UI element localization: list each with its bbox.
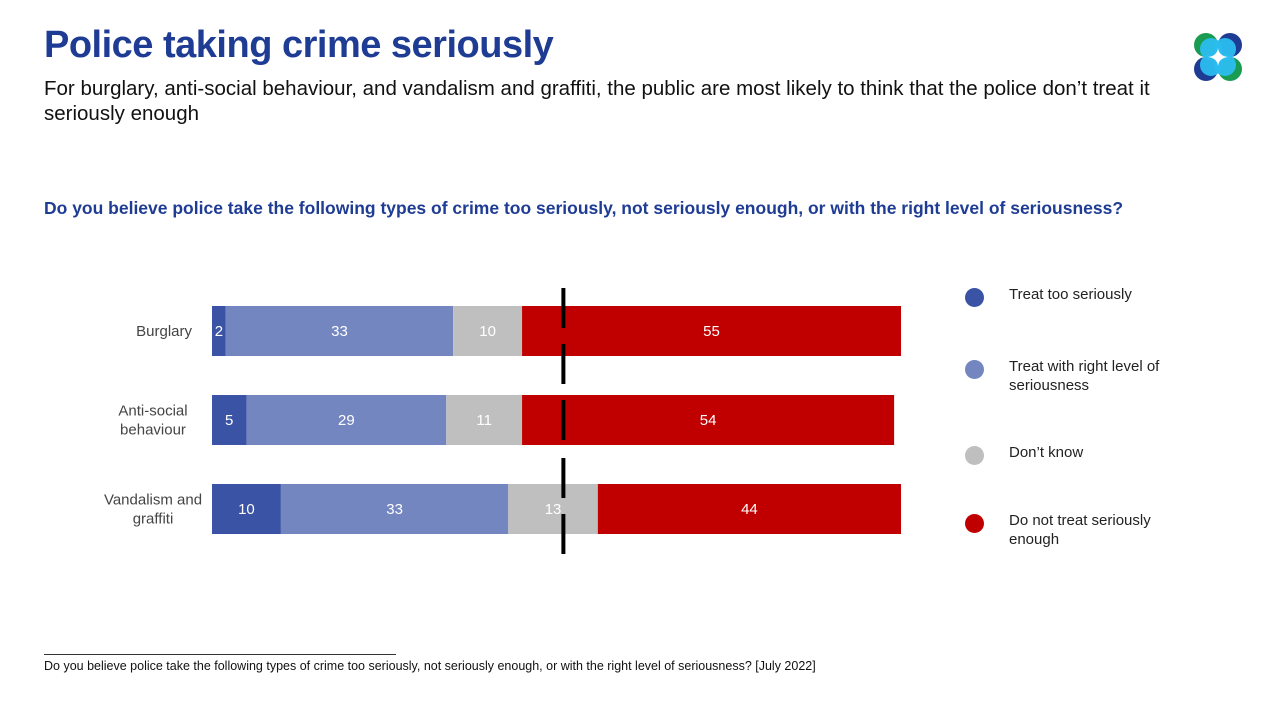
bar-segment	[280, 484, 509, 534]
legend-swatch	[965, 514, 984, 533]
bar-segment	[446, 395, 523, 445]
legend-label: Do not treat seriously enough	[1009, 512, 1151, 548]
category-label: Anti-social	[118, 403, 187, 420]
data-label: 29	[338, 412, 355, 429]
data-label: 11	[476, 412, 492, 429]
legend-label: Don’t know	[1009, 444, 1084, 461]
chart-question: Do you believe police take the following…	[44, 198, 1124, 218]
bar-segment	[212, 484, 281, 534]
legend-label: Treat with right level of seriousness	[1009, 358, 1160, 394]
bar-segment	[212, 395, 247, 445]
bar-segment	[212, 306, 226, 356]
bar-segment	[225, 306, 454, 356]
bar-segment	[508, 484, 598, 534]
data-label: 54	[700, 412, 717, 429]
footnote: Do you believe police take the following…	[44, 659, 816, 673]
data-label: 2	[215, 323, 223, 340]
legend-swatch	[965, 360, 984, 379]
page-title: Police taking crime seriously	[44, 24, 554, 66]
data-label: 33	[331, 323, 348, 340]
data-label: 10	[479, 323, 496, 340]
page-subtitle: For burglary, anti-social behaviour, and…	[44, 77, 1150, 125]
legend-label: Treat too seriously	[1009, 286, 1132, 303]
category-label: graffiti	[133, 511, 174, 528]
bar-segment	[522, 306, 901, 356]
logo-icon	[1194, 33, 1242, 81]
category-label: Burglary	[136, 323, 192, 340]
category-label: behaviour	[120, 422, 186, 439]
footnote-divider	[44, 654, 396, 655]
data-label: 44	[741, 501, 758, 518]
category-label: Vandalism and	[104, 492, 202, 509]
legend-swatch	[965, 288, 984, 307]
data-label: 5	[225, 412, 233, 429]
bar-segment	[246, 395, 447, 445]
data-label: 33	[386, 501, 403, 518]
bar-segment	[453, 306, 523, 356]
data-label: 55	[703, 323, 720, 340]
data-label: 10	[238, 501, 255, 518]
legend-swatch	[965, 446, 984, 465]
data-label: 13	[545, 501, 562, 518]
bar-segment	[522, 395, 895, 445]
bar-segment	[597, 484, 901, 534]
